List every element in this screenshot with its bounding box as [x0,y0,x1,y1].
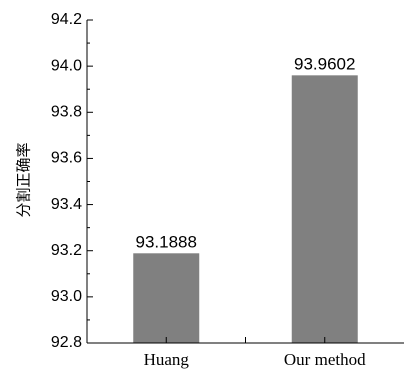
bar [133,253,200,343]
x-tick-label: Huang [144,350,190,369]
bars: 93.1888 93.9602 [133,54,358,343]
y-tick-label: 93.4 [51,196,82,213]
y-tick-label: 92.8 [51,334,82,351]
y-tick-label: 94.0 [51,57,82,74]
x-tick-label: Our method [284,350,366,369]
bar-value-label: 93.1888 [136,232,197,251]
x-axis: Huang Our method [87,337,404,369]
y-tick-label: 94.2 [51,11,82,28]
y-axis: 92.8 93.0 93.2 93.4 93.6 93.8 94.0 94.2 [51,11,93,351]
y-axis-title: 分割正确率 [15,142,33,217]
y-tick-label: 93.6 [51,150,82,167]
bar-value-label: 93.9602 [294,54,355,73]
y-tick-label: 93.2 [51,242,82,259]
y-tick-label: 93.0 [51,288,82,305]
bar [291,75,358,343]
y-tick-label: 93.8 [51,104,82,121]
